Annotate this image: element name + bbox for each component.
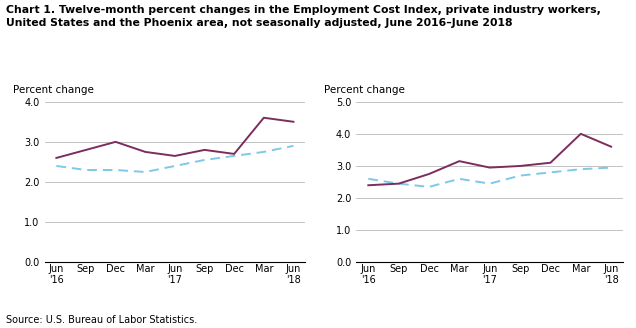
Text: Chart 1. Twelve-month percent changes in the Employment Cost Index, private indu: Chart 1. Twelve-month percent changes in… — [6, 5, 601, 28]
Text: Percent change: Percent change — [13, 85, 94, 95]
Text: Percent change: Percent change — [324, 85, 405, 95]
Text: Source: U.S. Bureau of Labor Statistics.: Source: U.S. Bureau of Labor Statistics. — [6, 315, 198, 325]
